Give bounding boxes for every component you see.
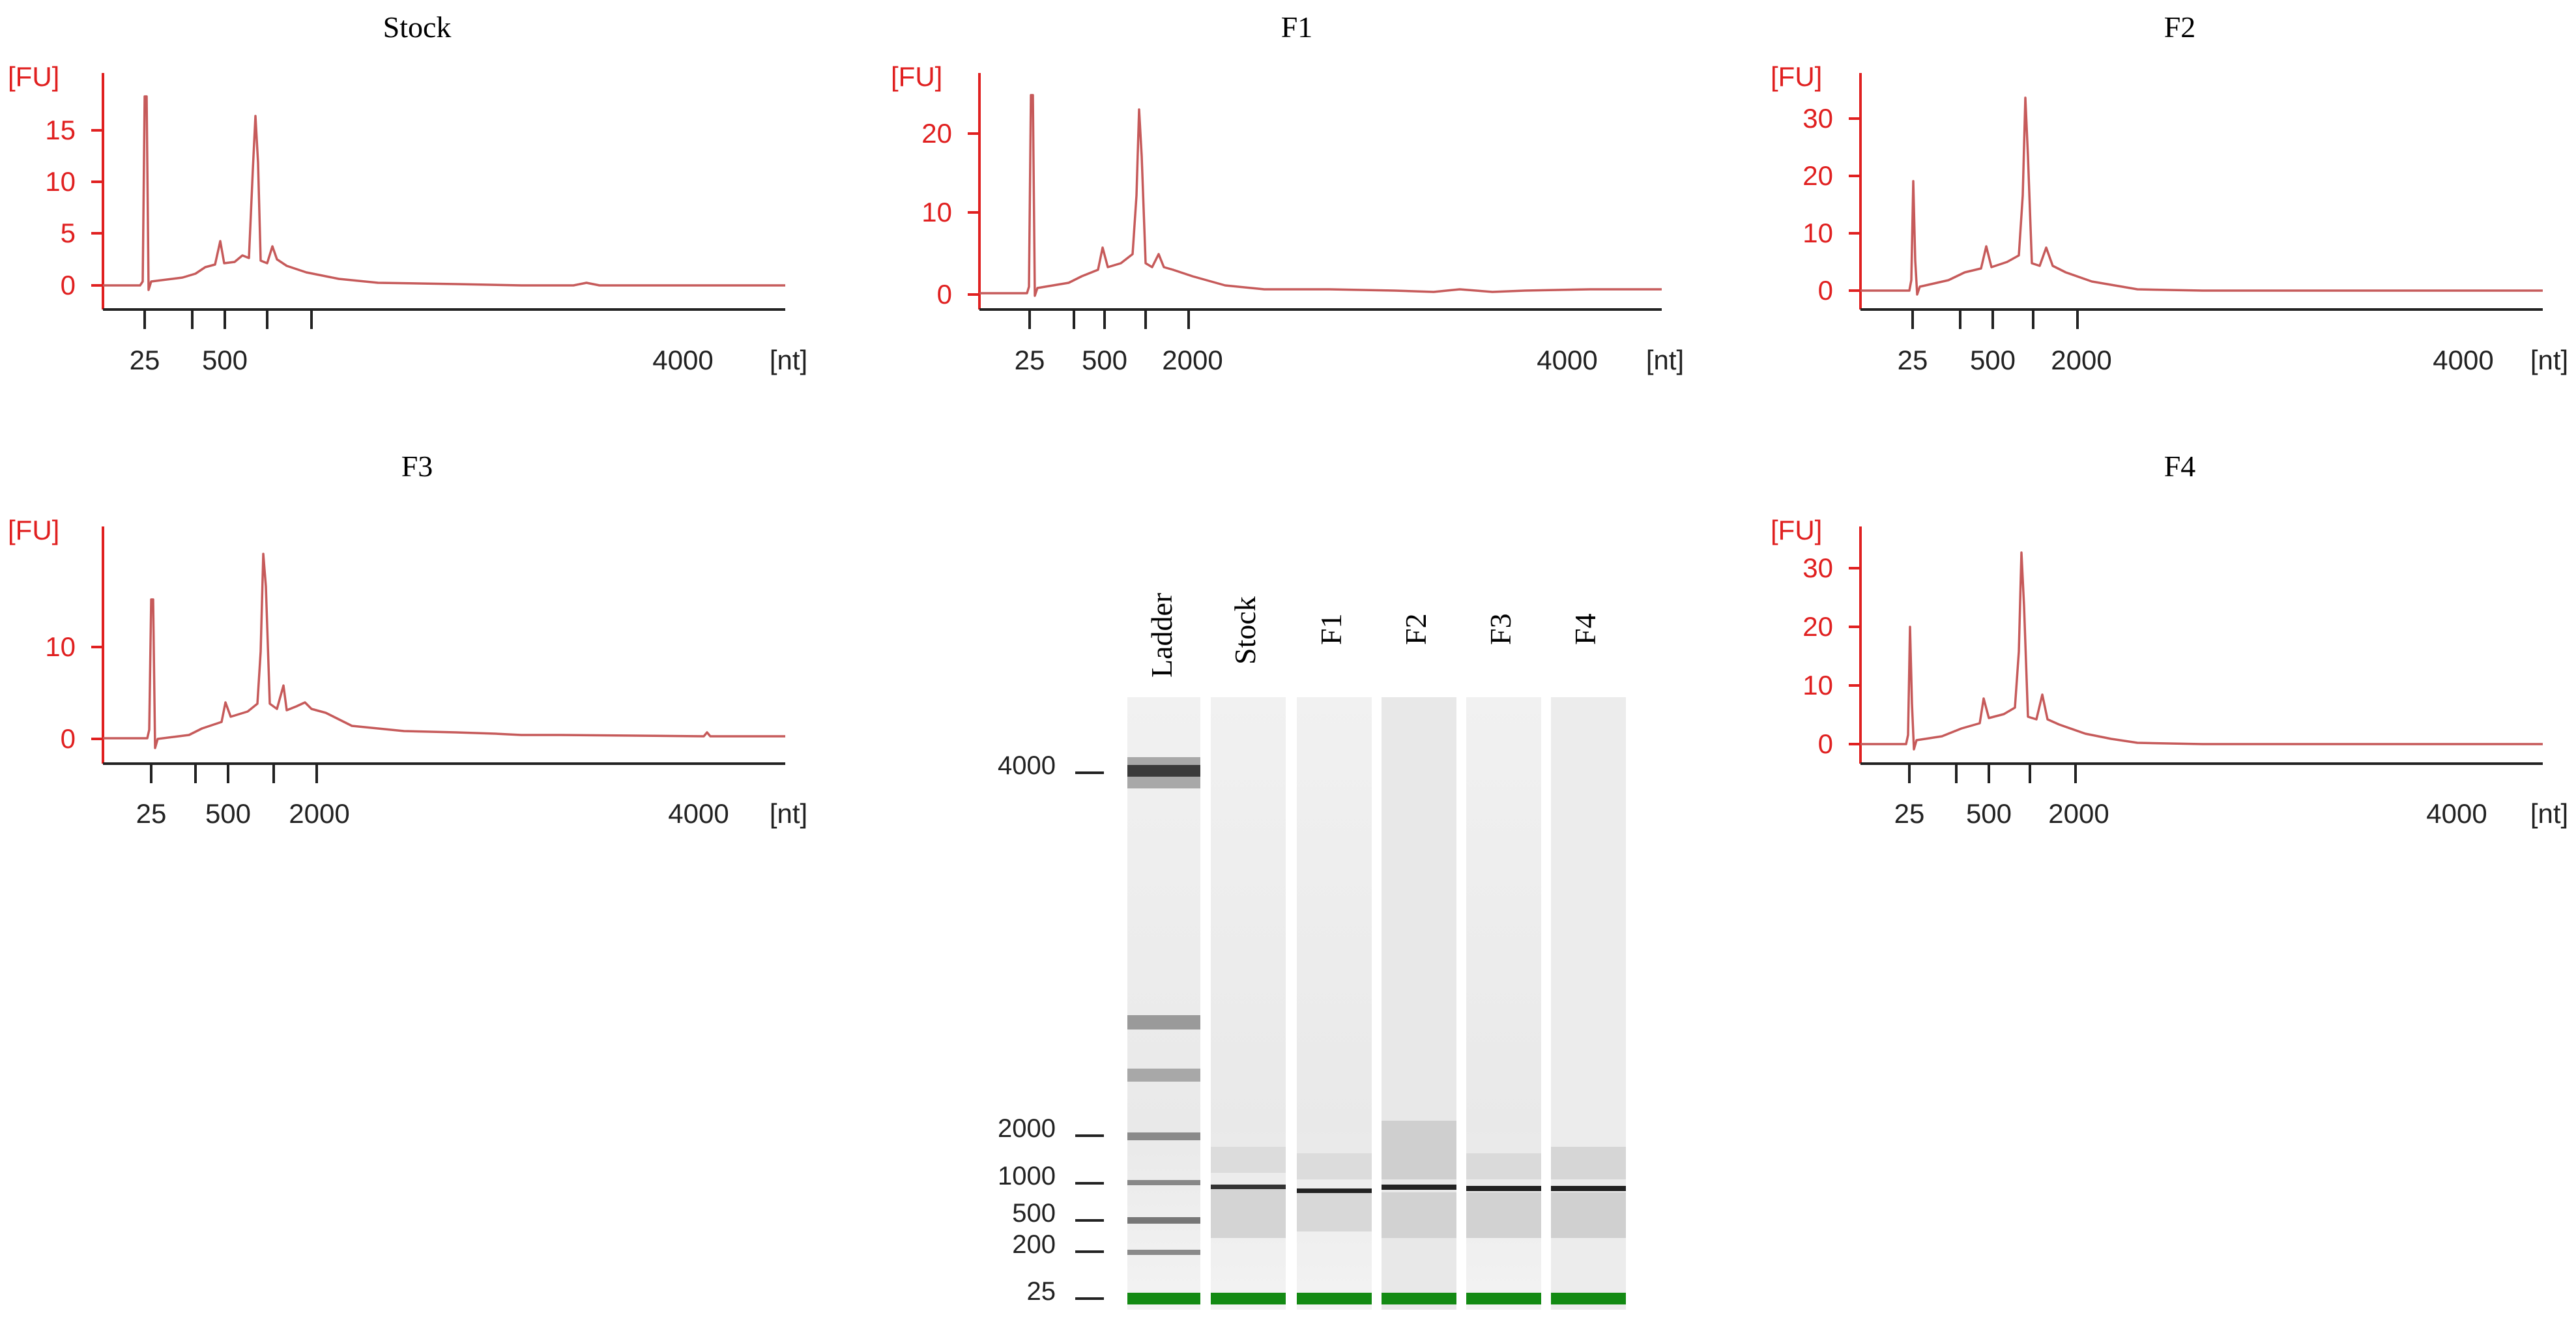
x-tick-label: 25 [130,345,160,375]
x-tick-label: 4000 [668,798,729,829]
x-tick-label: 500 [202,345,248,375]
trace-line [103,553,785,749]
x-tick-label: 25 [1015,345,1045,375]
size-marker-label: 200 [1012,1230,1056,1259]
x-unit-label: [nt] [2530,798,2568,829]
lane-label: F1 [1314,613,1348,645]
x-tick-label: 2000 [2048,798,2109,829]
x-ticks: 25 500 2000 4000 [nt] [136,764,807,829]
svg-text:5: 5 [61,218,76,248]
x-unit-label: [nt] [770,345,807,375]
lane-label: Stock [1228,596,1262,665]
lane-label: F3 [1484,613,1517,645]
y-ticks: 0 5 10 15 [45,115,103,300]
x-tick-label: 500 [205,798,251,829]
chart-title: F4 [2164,456,2196,483]
lane-label: F2 [1399,613,1432,645]
gel-lane-f2 [1382,697,1456,1310]
svg-text:20: 20 [1802,160,1833,191]
x-ticks: 25 500 2000 4000 [nt] [1894,764,2568,829]
svg-text:20: 20 [921,118,952,149]
size-markers: 4000 2000 1000 500 200 25 [998,751,1104,1306]
gel-lane-f3 [1466,697,1541,1310]
size-marker-label: 2000 [998,1114,1056,1143]
svg-text:0: 0 [1818,728,1833,759]
svg-text:10: 10 [1802,670,1833,700]
trace-line [979,94,1662,297]
x-tick-label: 2000 [289,798,349,829]
gel-lane-stock [1211,697,1286,1310]
x-tick-label: 25 [1894,798,1925,829]
x-tick-label: 25 [136,798,167,829]
svg-text:0: 0 [61,270,76,300]
svg-text:10: 10 [45,166,76,197]
size-marker-label: 25 [1027,1277,1056,1306]
y-axis-label: [FU] [8,61,59,92]
electropherogram-f1: F1 [FU] 0 10 20 25 500 2000 4000 [nt] [891,10,1684,375]
x-tick-label: 4000 [2433,345,2493,375]
electropherogram-f2: F2 [FU] 0 10 20 30 25 500 2000 4000 [nt] [1771,10,2568,375]
trace-line [103,95,785,291]
svg-text:0: 0 [937,279,952,310]
trace-line [1860,551,2543,751]
x-tick-label: 500 [1082,345,1127,375]
y-ticks: 0 10 20 30 [1802,103,1860,306]
x-unit-label: [nt] [1646,345,1684,375]
x-tick-label: 4000 [1537,345,1597,375]
chart-title: F1 [1281,10,1313,44]
svg-text:10: 10 [45,631,76,662]
chart-title: Stock [383,10,452,44]
chart-title: F3 [401,456,433,483]
gel-lane-f4 [1551,697,1626,1310]
y-ticks: 0 10 20 [921,118,979,310]
size-marker-label: 500 [1012,1199,1056,1228]
x-unit-label: [nt] [770,798,807,829]
gel-lane-ladder [1127,697,1200,1310]
gel-image: Ladder Stock F1 F2 F3 F4 4000 2000 1000 … [998,593,1626,1310]
svg-text:15: 15 [45,115,76,145]
x-ticks: 25 500 4000 [nt] [130,310,807,375]
x-tick-label: 4000 [652,345,713,375]
x-unit-label: [nt] [2530,345,2568,375]
x-ticks: 25 500 2000 4000 [nt] [1015,310,1684,375]
lane-labels: Ladder Stock F1 F2 F3 F4 [1145,593,1602,678]
svg-text:10: 10 [921,197,952,227]
x-tick-label: 500 [1970,345,2016,375]
svg-text:10: 10 [1802,218,1833,248]
trace-line [1860,96,2543,296]
electropherogram-stock: Stock [FU] 0 5 10 15 25 500 4000 [nt] [8,10,807,375]
x-tick-label: 25 [1898,345,1928,375]
svg-text:0: 0 [61,723,76,754]
electropherogram-f4: F4 [FU] 0 10 20 30 25 500 2000 4000 [nt] [1771,456,2568,829]
electropherogram-f3: F3 [FU] 0 10 25 500 2000 4000 [nt] [8,456,807,829]
x-tick-label: 500 [1966,798,2012,829]
svg-text:30: 30 [1802,103,1833,134]
svg-text:0: 0 [1818,275,1833,306]
x-ticks: 25 500 2000 4000 [nt] [1898,310,2568,375]
chart-title: F2 [2164,10,2196,44]
y-axis-label: [FU] [891,61,942,92]
y-axis-label: [FU] [1771,515,1822,545]
size-marker-label: 1000 [998,1162,1056,1190]
size-marker-label: 4000 [998,751,1056,780]
gel-lane-f1 [1297,697,1372,1310]
y-axis-label: [FU] [8,515,59,545]
lane-label: Ladder [1145,593,1178,678]
x-tick-label: 2000 [1162,345,1223,375]
lane-label: F4 [1569,613,1602,645]
svg-text:20: 20 [1802,611,1833,642]
y-ticks: 0 10 20 30 [1802,553,1860,759]
y-axis-label: [FU] [1771,61,1822,92]
x-tick-label: 2000 [2051,345,2111,375]
y-ticks: 0 10 [45,631,103,754]
x-tick-label: 4000 [2426,798,2487,829]
svg-text:30: 30 [1802,553,1833,583]
